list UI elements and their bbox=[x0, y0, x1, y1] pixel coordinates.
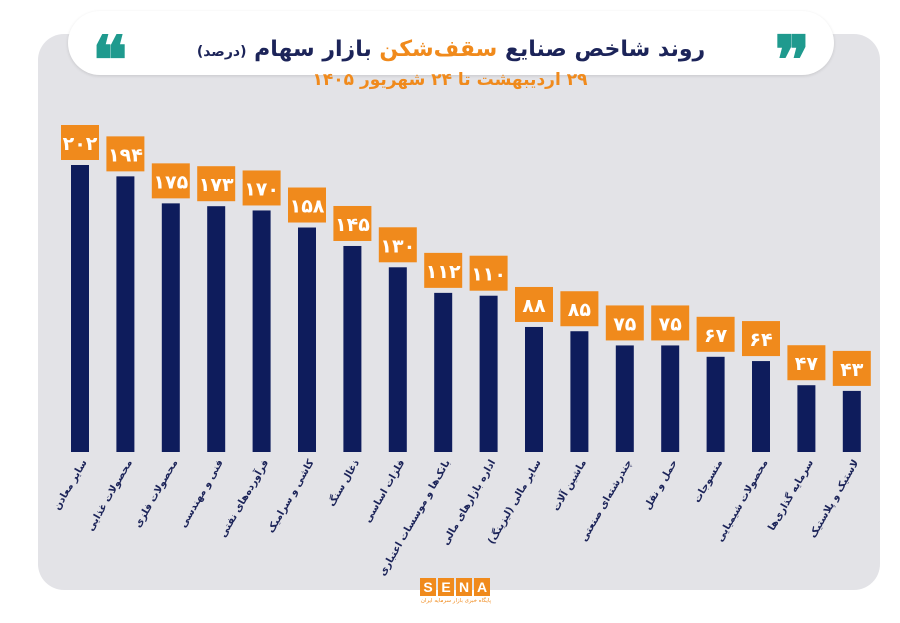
value-label: ۱۱۰ bbox=[471, 264, 506, 286]
value-label-box bbox=[742, 321, 780, 357]
value-label-box bbox=[106, 136, 145, 172]
value-label-box bbox=[378, 227, 417, 263]
value-label: ۱۷۳ bbox=[199, 174, 234, 196]
value-label-box bbox=[151, 163, 190, 199]
title-unit: (درصد) bbox=[196, 44, 247, 60]
category-label: کاشی و سرامیک bbox=[266, 458, 317, 535]
value-label: ۶۷ bbox=[704, 325, 728, 347]
value-label-box bbox=[61, 125, 99, 160]
value-label: ۴۳ bbox=[840, 359, 864, 381]
value-label-box bbox=[515, 286, 553, 322]
value-label: ۱۴۵ bbox=[335, 214, 370, 236]
value-label-box bbox=[469, 255, 508, 291]
chart-subtitle: ۲۹ اردیبهشت تا ۲۴ شهریور ۱۴۰۵ bbox=[312, 70, 588, 90]
quote-left-icon: ❝ bbox=[92, 21, 128, 99]
value-label: ۱۷۰ bbox=[244, 178, 279, 200]
value-label-box bbox=[605, 305, 644, 341]
value-label-box bbox=[832, 350, 871, 386]
value-label-box bbox=[424, 252, 463, 288]
value-label-box bbox=[787, 345, 826, 381]
value-label: ۱۷۵ bbox=[153, 171, 188, 193]
category-label: لاستیک و پلاستیک bbox=[808, 458, 862, 540]
category-label: ذغال سنگ bbox=[326, 458, 362, 509]
category-label: سرمایه گذاری‌ها bbox=[765, 457, 816, 533]
value-label-box bbox=[333, 205, 372, 241]
value-label: ۶۴ bbox=[749, 329, 772, 351]
bar bbox=[525, 326, 543, 452]
category-label: سایر مالی (لیزینگ) bbox=[485, 457, 543, 546]
bar bbox=[252, 210, 271, 452]
title-header: ❝ ❞ روند شاخص صنایع سقف‌شکن بازار سهام (… bbox=[68, 11, 834, 93]
bar bbox=[661, 345, 680, 452]
bar bbox=[842, 390, 861, 452]
value-label: ۲۰۲ bbox=[63, 133, 98, 155]
category-label: ماشین آلات bbox=[549, 457, 589, 513]
logo-letter: A bbox=[474, 578, 490, 596]
bar bbox=[434, 292, 453, 452]
category-label: چندرشته‌ای صنعتی bbox=[579, 458, 635, 544]
bar bbox=[343, 245, 362, 452]
value-label: ۴۷ bbox=[795, 353, 819, 375]
bar bbox=[116, 176, 135, 452]
title-highlight: سقف‌شکن bbox=[379, 37, 498, 62]
bar bbox=[752, 361, 770, 452]
category-label: فنی و مهندسی bbox=[178, 458, 226, 530]
value-label: ۱۹۴ bbox=[108, 144, 143, 166]
category-label: منسوجات bbox=[692, 458, 725, 505]
title-part2: بازار سهام bbox=[254, 37, 372, 62]
title-part1: روند شاخص صنایع bbox=[505, 37, 706, 62]
bar bbox=[388, 267, 407, 452]
value-label: ۱۵۸ bbox=[290, 196, 325, 218]
bar bbox=[797, 385, 816, 452]
category-label: فلزات اساسی bbox=[362, 458, 407, 525]
bar bbox=[161, 203, 180, 452]
bar bbox=[207, 206, 226, 452]
logo-letter: S bbox=[420, 578, 436, 596]
logo-letter: N bbox=[456, 578, 472, 596]
value-label-box bbox=[242, 170, 281, 206]
value-label: ۸۸ bbox=[522, 295, 546, 317]
value-label: ۸۵ bbox=[568, 299, 592, 321]
bar bbox=[570, 331, 589, 452]
bar bbox=[298, 227, 316, 452]
value-label: ۷۵ bbox=[613, 313, 637, 335]
value-label: ۱۱۲ bbox=[426, 261, 461, 283]
bar bbox=[71, 165, 89, 452]
bar bbox=[615, 345, 634, 452]
value-label: ۱۳۰ bbox=[380, 235, 415, 257]
category-label: سایر معادن bbox=[52, 458, 90, 512]
category-label: محصولات غذایی bbox=[85, 458, 135, 533]
bar bbox=[479, 295, 498, 452]
sena-logo: S E N A پایگاه خبری بازار سرمایه ایران bbox=[420, 578, 492, 612]
value-label-box bbox=[197, 166, 236, 202]
quote-right-icon: ❞ bbox=[774, 21, 810, 99]
value-label-box bbox=[288, 187, 326, 223]
logo-tagline: پایگاه خبری بازار سرمایه ایران bbox=[420, 598, 492, 604]
category-label: محصولات فلزی bbox=[133, 458, 181, 530]
value-label-box bbox=[560, 291, 599, 327]
chart-title: روند شاخص صنایع سقف‌شکن بازار سهام (درصد… bbox=[68, 35, 834, 67]
category-label: حمل و نقل bbox=[642, 458, 679, 512]
category-label: فرآورده‌های نفتی bbox=[216, 457, 271, 539]
value-label-box bbox=[696, 316, 735, 352]
logo-letter: E bbox=[438, 578, 454, 596]
bar bbox=[706, 356, 725, 452]
category-label: محصولات شیمیایی bbox=[715, 458, 771, 544]
value-label: ۷۵ bbox=[659, 313, 683, 335]
value-label-box bbox=[651, 305, 690, 341]
